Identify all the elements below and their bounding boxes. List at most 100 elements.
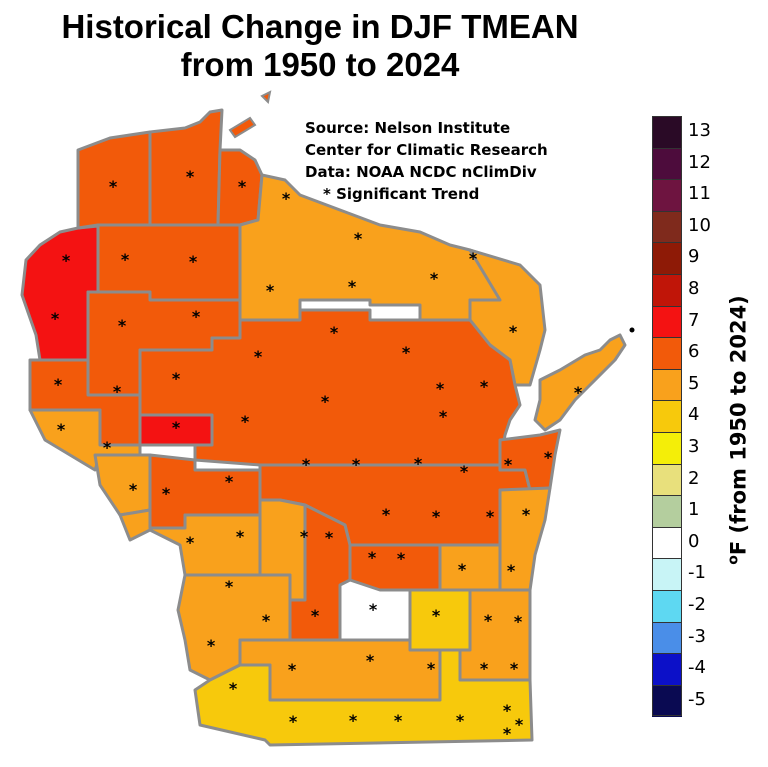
significance-marker: * xyxy=(349,711,358,730)
significance-marker: * xyxy=(172,418,181,437)
apostle-island-1 xyxy=(228,116,257,139)
colorbar-tick-label: 11 xyxy=(688,183,711,205)
county-jefferson xyxy=(408,588,472,652)
significance-marker: * xyxy=(366,651,375,670)
significance-marker: * xyxy=(369,600,378,619)
colorbar-swatch xyxy=(652,621,682,655)
significance-marker: * xyxy=(51,309,60,328)
significance-marker: * xyxy=(427,659,436,678)
source-line-3: Data: NOAA NCDC nClimDiv xyxy=(305,163,537,181)
significance-marker: * xyxy=(486,507,495,526)
significance-marker: * xyxy=(103,438,112,457)
significance-marker: * xyxy=(236,527,245,546)
county-southern-tier xyxy=(193,648,534,747)
colorbar-swatch xyxy=(652,653,682,686)
significance-marker: * xyxy=(480,377,489,396)
significance-markers: * * * * * * * * * * * * * * * * * * * * * * * * * * * * * * * * * * * * * * * *… xyxy=(51,167,583,743)
significance-marker: * xyxy=(225,577,234,596)
significance-marker: * xyxy=(436,379,445,398)
county-columbia xyxy=(348,543,442,592)
significance-marker: * xyxy=(162,484,171,503)
significance-marker: * xyxy=(186,167,195,186)
colorbar-tick-label: -1 xyxy=(688,562,706,584)
significance-marker: * xyxy=(515,715,524,734)
significance-marker: * xyxy=(325,528,334,547)
significance-label: Significant Trend xyxy=(336,185,480,203)
significance-marker: * xyxy=(57,420,66,439)
significance-marker: * xyxy=(207,636,216,655)
significance-marker: * xyxy=(484,611,493,630)
significance-marker: * xyxy=(262,611,271,630)
significance-marker: * xyxy=(574,383,583,402)
significance-marker: * xyxy=(229,679,238,698)
significance-legend: * Significant Trend xyxy=(305,183,548,205)
significance-marker: * xyxy=(186,533,195,552)
significance-marker: * xyxy=(480,659,489,678)
significance-marker: * xyxy=(330,323,339,342)
significance-marker: * xyxy=(54,375,63,394)
colorbar-tick-label: 12 xyxy=(688,151,711,173)
significance-marker: * xyxy=(192,307,201,326)
significance-marker: * xyxy=(430,269,439,288)
colorbar-swatch xyxy=(652,242,682,275)
colorbar-swatch xyxy=(652,337,682,370)
significance-marker: * xyxy=(282,189,291,208)
significance-marker: * xyxy=(456,711,465,730)
colorbar-tick-label: 8 xyxy=(688,278,700,299)
colorbar-tick-label: 13 xyxy=(688,120,711,141)
significance-marker: * xyxy=(266,281,275,300)
colorbar-swatch xyxy=(652,210,682,244)
significance-marker: * xyxy=(382,505,391,524)
significance-marker: * xyxy=(432,606,441,625)
significance-marker: * xyxy=(238,177,247,196)
significance-marker: * xyxy=(241,412,250,431)
colorbar-swatch xyxy=(652,147,682,181)
significance-marker: * xyxy=(62,251,71,270)
title-line-1: Historical Change in DJF TMEAN xyxy=(61,8,579,45)
colorbar-tick-label: 10 xyxy=(688,214,711,236)
significance-marker: * xyxy=(503,724,512,743)
colorbar-tick-label: 3 xyxy=(688,436,700,457)
significance-marker: * xyxy=(302,455,311,474)
significance-marker: * xyxy=(129,480,138,499)
county-buffalo xyxy=(93,453,152,517)
significance-marker: * xyxy=(118,316,127,335)
significance-marker: * xyxy=(510,659,519,678)
significance-marker: * xyxy=(368,548,377,567)
colorbar-swatch xyxy=(652,558,682,591)
colorbar-frame xyxy=(652,116,682,717)
colorbar-tick-label: 1 xyxy=(688,499,700,521)
county-door xyxy=(533,333,627,432)
colorbar-tick-label: -2 xyxy=(688,594,706,615)
significance-marker: * xyxy=(289,712,298,731)
significance-marker: * xyxy=(189,252,198,271)
significance-marker: * xyxy=(460,462,469,481)
colorbar-swatch xyxy=(652,526,682,560)
colorbar-tick-label: 6 xyxy=(688,341,700,363)
colorbar-label: oF (from 1950 to 2024) xyxy=(726,295,751,565)
significance-marker: * xyxy=(121,250,130,269)
significance-marker: * xyxy=(397,549,406,568)
colorbar-swatch xyxy=(652,400,682,433)
significance-marker: * xyxy=(113,382,122,401)
county-washburn-sawyer xyxy=(96,223,242,302)
source-annotation: Source: Nelson Institute Center for Clim… xyxy=(305,117,548,205)
colorbar-tick-label: 0 xyxy=(688,530,700,552)
significance-marker: * xyxy=(225,472,234,491)
significance-marker: * xyxy=(432,507,441,526)
colorbar-swatch xyxy=(652,684,682,718)
apostle-island-2 xyxy=(260,90,272,105)
colorbar-swatch xyxy=(652,432,682,465)
colorbar-tick-label: 5 xyxy=(688,372,700,394)
significance-star-icon: * xyxy=(323,185,331,203)
significance-marker: * xyxy=(509,322,518,341)
significance-marker: * xyxy=(504,455,513,474)
significance-marker: * xyxy=(172,369,181,388)
colorbar-label-text: F (from 1950 to 2024) xyxy=(726,295,751,556)
significance-marker: * xyxy=(321,392,330,411)
significance-marker: * xyxy=(507,561,516,580)
source-line-1: Source: Nelson Institute xyxy=(305,119,511,137)
degree-superscript: o xyxy=(725,555,742,565)
significance-marker: * xyxy=(414,454,423,473)
significance-marker: * xyxy=(458,560,467,579)
